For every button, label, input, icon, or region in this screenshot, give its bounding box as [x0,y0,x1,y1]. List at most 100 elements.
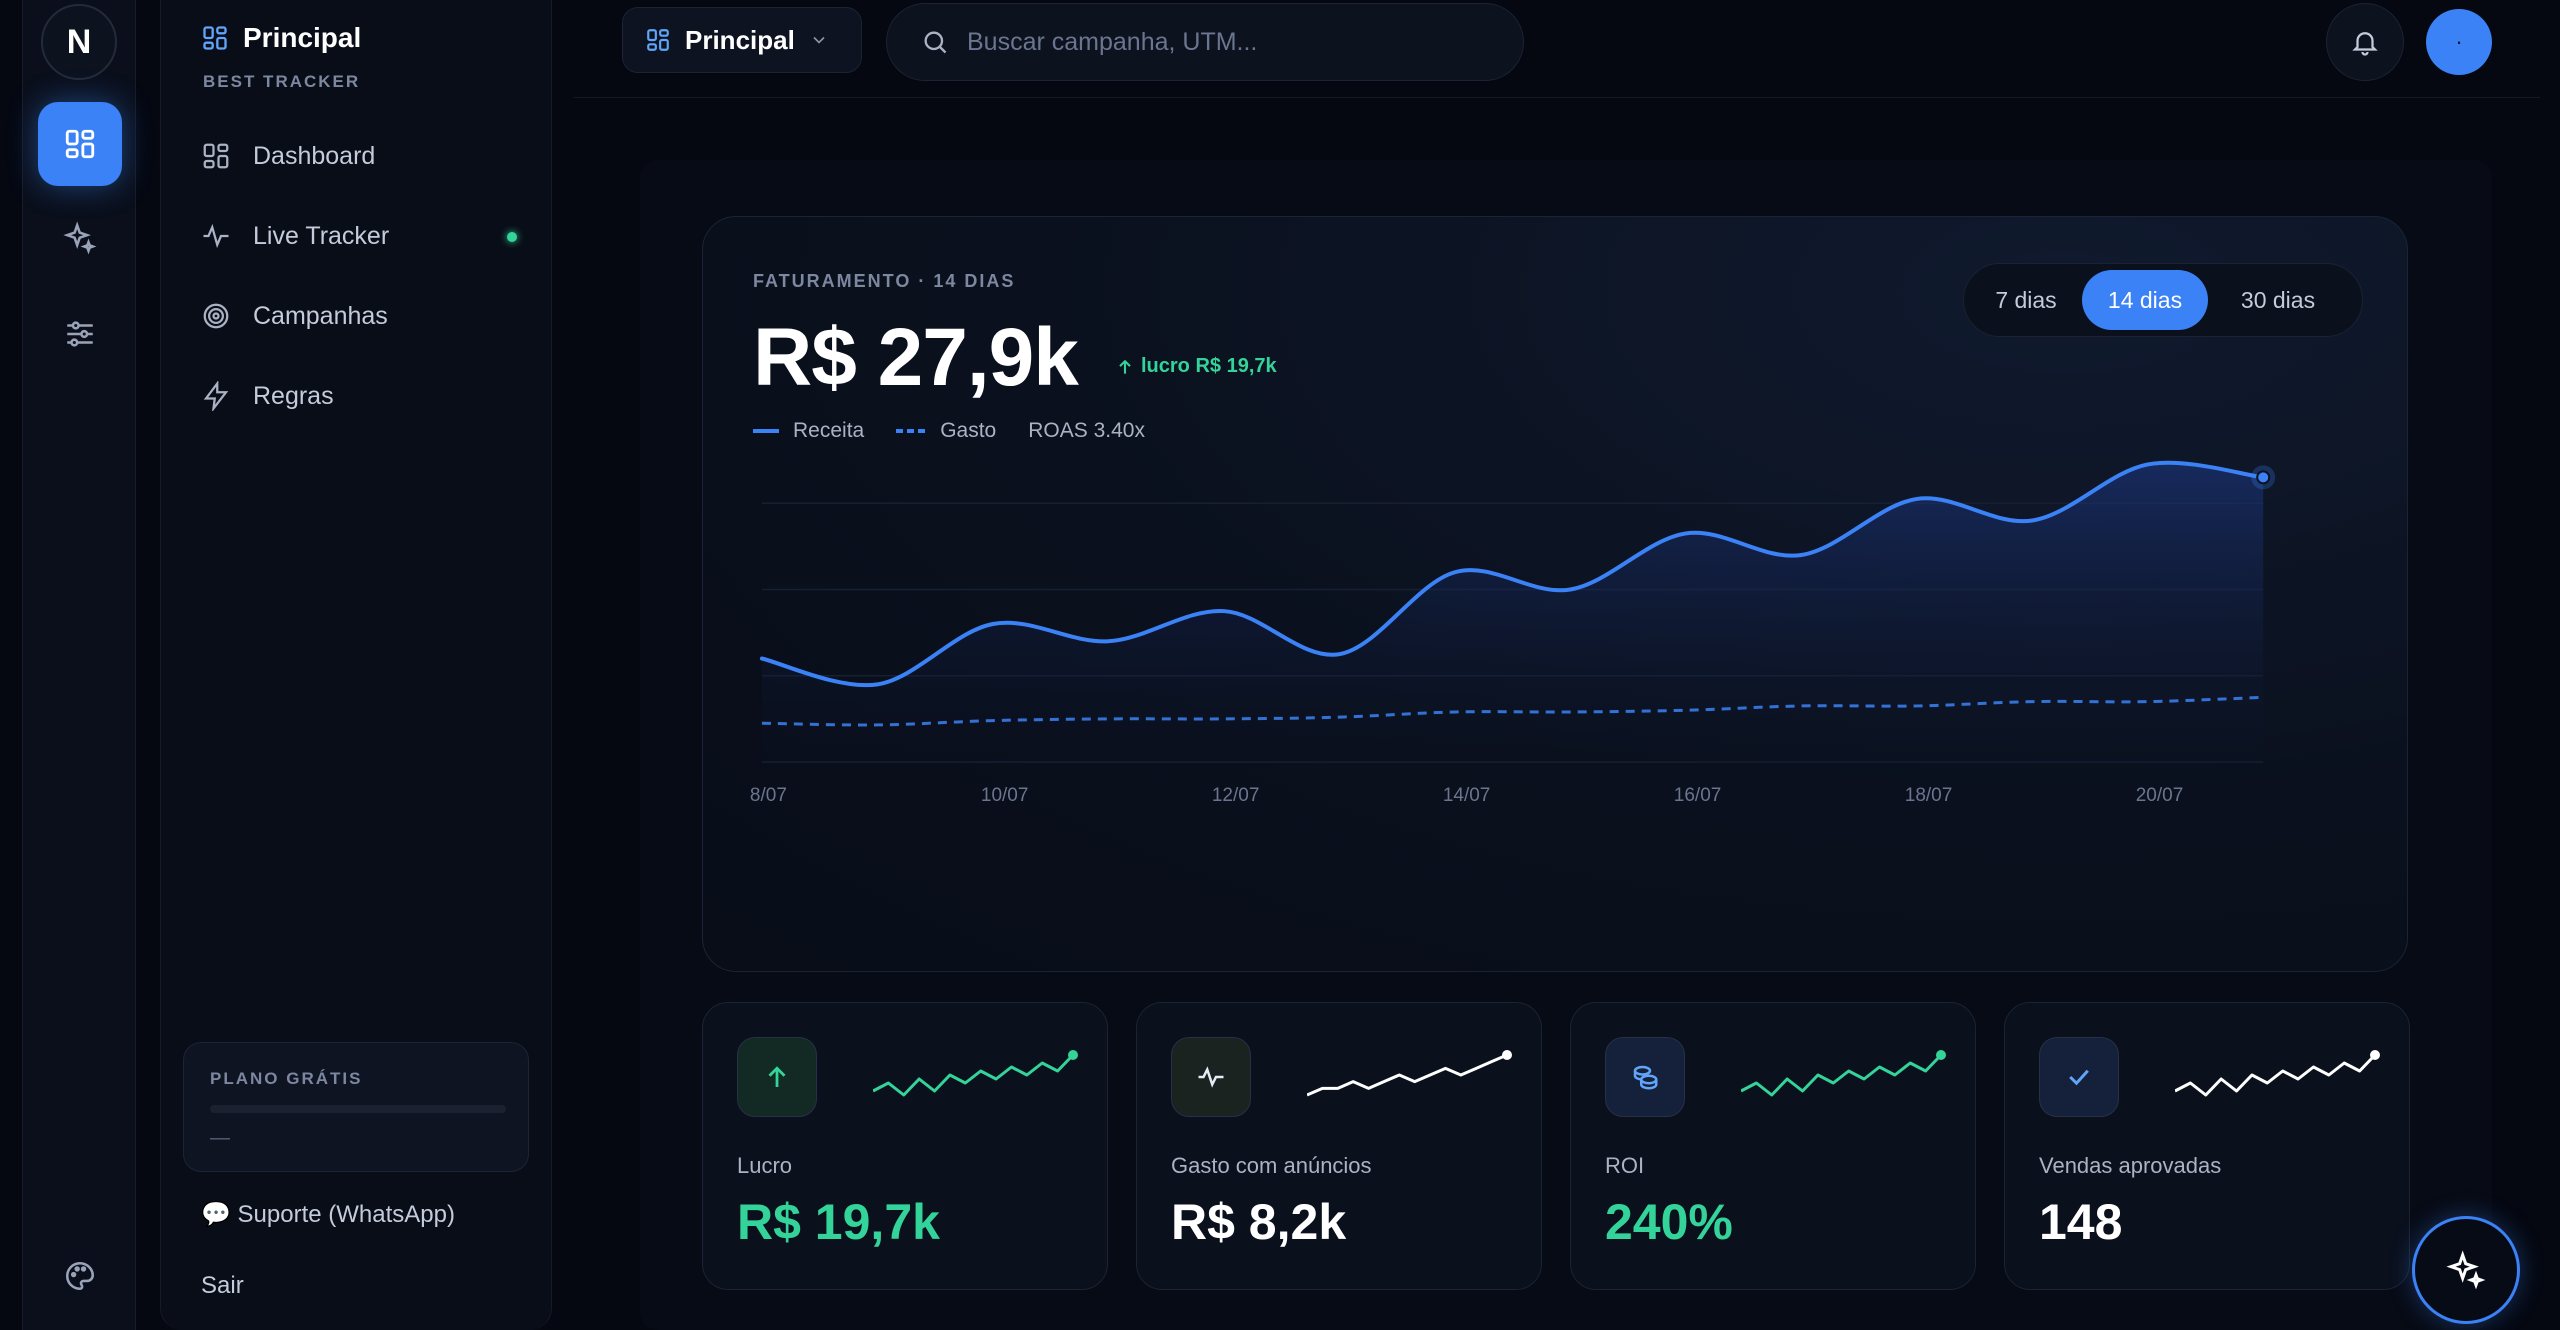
kpi-value: 240% [1605,1194,1733,1250]
arrow-up-icon [768,1066,786,1087]
sparkline-end-dot [1502,1050,1512,1060]
support-whatsapp-link[interactable]: 💬 Suporte (WhatsApp) [201,1201,455,1228]
legend-revenue-label: Receita [793,419,865,442]
avatar[interactable]: · [2426,9,2492,75]
notifications-button[interactable] [2326,3,2404,81]
x-tick-label: 14/07 [1443,785,1491,806]
kpi-sparkline [1307,1050,1512,1097]
workspace-switcher[interactable]: Principal [622,7,862,73]
kpi-card-lucro: Lucro R$ 19,7k [702,1002,1108,1290]
kpi-card-roi: ROI 240% [1570,1002,1976,1290]
workspace-name: Principal [243,22,362,53]
sparkline-path [2175,1053,2377,1097]
sidebar-item-label: Regras [253,381,334,410]
revenue-area [761,462,2264,762]
kpi-sparkline [2175,1050,2380,1097]
plan-card[interactable]: PLANO GRÁTIS — [183,1042,529,1172]
sidebar-item-label: Campanhas [253,301,388,330]
rail-settings-button[interactable] [38,292,122,376]
sparkles-icon [63,221,97,255]
x-tick-label: 12/07 [1212,785,1260,806]
kpi-value: R$ 8,2k [1171,1194,1347,1250]
x-tick-label: 16/07 [1674,785,1722,806]
range-selector: 7 dias 14 dias 30 dias [1963,263,2363,337]
activity-icon [1198,1066,1224,1088]
range-14-days[interactable]: 14 dias [2082,270,2208,330]
icon-rail: N [22,0,136,1330]
plan-value: — [210,1127,230,1149]
revenue-line-chart: 8/07 10/07 12/07 14/07 16/07 18/07 20/07 [750,460,2276,806]
kpi-label: ROI [1605,1153,1645,1178]
kpi-value: 148 [2039,1194,2123,1250]
workspace-switcher-label: Principal [685,24,795,55]
kpi-card-vendas: Vendas aprovadas 148 [2004,1002,2410,1290]
range-30-days[interactable]: 30 dias [2240,286,2316,313]
kpi-label: Vendas aprovadas [2039,1153,2222,1178]
sparkline-path [873,1053,1075,1097]
sparkline-end-dot [1936,1050,1946,1060]
kpi-value: R$ 19,7k [737,1194,940,1250]
x-tick-label: 10/07 [981,785,1029,806]
sparkline-path [1307,1053,1508,1097]
sidebar-item-label: Live Tracker [253,221,390,250]
dashboard-grid-icon [203,26,227,50]
arrow-up-icon [1119,359,1131,374]
rail-ai-button[interactable] [38,196,122,280]
kpi-label: Lucro [737,1153,793,1178]
sparkline-end-dot [1068,1050,1078,1060]
sidebar: Principal BEST TRACKER Dashboard Live Tr… [160,0,552,1330]
dashboard-grid-icon [203,143,229,169]
kpi-card-gasto: Gasto com anúncios R$ 8,2k [1136,1002,1542,1290]
sidebar-item-regras[interactable]: Regras [201,366,531,426]
sparkles-icon [2446,1250,2486,1290]
search-bar[interactable] [886,3,1524,81]
plan-usage-bar [210,1105,506,1113]
chart-legend: Receita Gasto ROAS 3.40x [753,419,1145,443]
sliders-icon [67,321,93,347]
sidebar-item-campanhas[interactable]: Campanhas [201,286,531,346]
profit-badge: lucro R$ 19,7k [1115,355,1277,378]
search-icon [924,31,947,54]
sidebar-item-dashboard[interactable]: Dashboard [201,126,531,186]
bolt-icon [203,381,229,411]
kpi-icon-box [2039,1037,2119,1117]
rail-dashboard-button[interactable] [38,102,122,186]
roas-value: ROAS 3.40x [1028,419,1145,442]
sparkline-end-dot [2370,1050,2380,1060]
sidebar-workspace-title: Principal [201,22,361,54]
target-icon [203,303,229,329]
ai-assistant-button[interactable] [2412,1216,2520,1324]
kpi-icon-box [1171,1037,1251,1117]
app-logo[interactable]: N [41,4,117,80]
check-icon [2069,1069,2089,1086]
palette-icon [65,1261,95,1291]
bell-icon [2352,32,2378,56]
last-point-marker [2256,470,2271,485]
x-tick-label: 20/07 [2136,785,2184,806]
series-line-gasto [761,695,2264,727]
legend-revenue: Receita [753,419,864,443]
profit-text: lucro R$ 19,7k [1141,355,1277,377]
chevron-down-icon [813,36,825,44]
search-input[interactable] [967,27,1487,57]
range-7-days[interactable]: 7 dias [1995,286,2057,313]
sidebar-item-label: Dashboard [253,141,376,170]
kpi-icon-box [737,1037,817,1117]
plan-label: PLANO GRÁTIS [210,1069,363,1088]
live-status-dot [507,232,517,242]
legend-spend-label: Gasto [940,419,997,442]
topbar: Principal · [574,0,2540,98]
kpi-sparkline [873,1050,1078,1097]
dashed-line-swatch [896,429,927,433]
logout-link[interactable]: Sair [201,1272,244,1299]
kpi-sparkline [1741,1050,1946,1097]
solid-line-swatch [753,429,779,433]
coins-icon [1633,1065,1658,1090]
activity-icon [203,223,229,249]
kpi-label: Gasto com anúncios [1171,1153,1372,1178]
rail-theme-button[interactable] [38,1234,122,1318]
revenue-chart-card: FATURAMENTO · 14 DIAS R$ 27,9k lucro R$ … [702,216,2408,972]
sidebar-item-live-tracker[interactable]: Live Tracker [201,206,531,266]
dashboard-grid-icon [647,29,669,51]
x-tick-label: 18/07 [1905,785,1953,806]
